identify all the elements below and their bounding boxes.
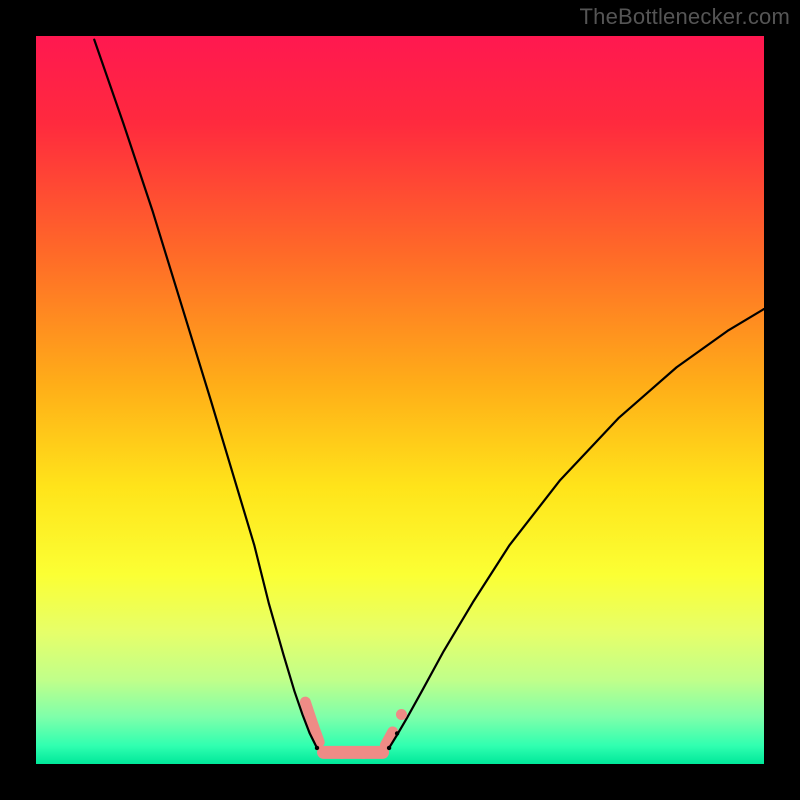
watermark-text: TheBottlenecker.com bbox=[580, 4, 790, 30]
chart-frame: TheBottlenecker.com bbox=[0, 0, 800, 800]
curve-end-dot bbox=[315, 746, 319, 750]
valley-capsule bbox=[313, 726, 319, 742]
curve-end-dot bbox=[395, 731, 399, 735]
bottleneck-curve-chart bbox=[36, 36, 764, 764]
plot-area bbox=[36, 36, 764, 764]
gradient-background bbox=[36, 36, 764, 764]
curve-end-dot bbox=[387, 746, 391, 750]
valley-dot bbox=[396, 709, 407, 720]
